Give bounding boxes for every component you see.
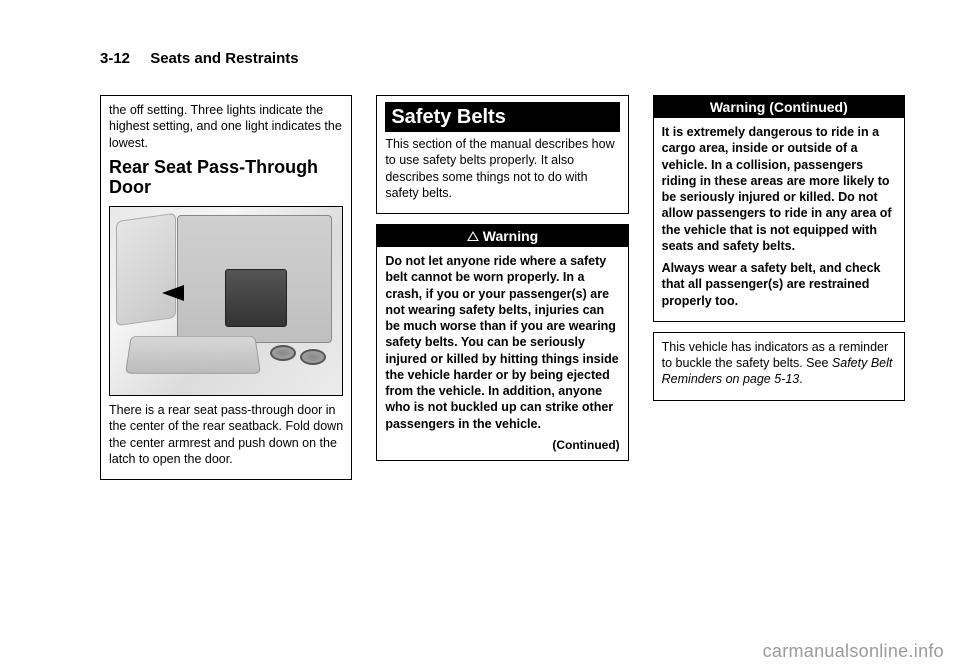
warning-continued-label: Warning (Continued) bbox=[710, 98, 848, 116]
continued-label: (Continued) bbox=[385, 438, 619, 454]
chapter-title: Seats and Restraints bbox=[150, 50, 298, 67]
reference-text: This vehicle has indicators as a reminde… bbox=[662, 339, 896, 388]
column-1: the off setting. Three lights indicate t… bbox=[100, 95, 352, 490]
safety-belts-intro: This section of the manual describes how… bbox=[385, 136, 619, 201]
watermark: carmanualsonline.info bbox=[763, 641, 944, 662]
intro-text: the off setting. Three lights indicate t… bbox=[109, 102, 343, 151]
section-heading-pass-through: Rear Seat Pass-Through Door bbox=[109, 157, 343, 198]
warning-label: Warning bbox=[483, 227, 538, 245]
warning-p1: It is extremely dangerous to ride in a c… bbox=[662, 124, 896, 254]
section-heading-safety-belts: Safety Belts bbox=[385, 102, 619, 132]
warning-box-2: Warning (Continued) It is extremely dang… bbox=[653, 95, 905, 322]
arrow-icon bbox=[162, 285, 184, 301]
warning-box-1: Warning Do not let anyone ride where a s… bbox=[376, 224, 628, 461]
intro-box: the off setting. Three lights indicate t… bbox=[100, 95, 352, 480]
column-2: Safety Belts This section of the manual … bbox=[376, 95, 628, 490]
page-header: 3-12 Seats and Restraints bbox=[100, 50, 905, 67]
column-3: Warning (Continued) It is extremely dang… bbox=[653, 95, 905, 490]
illustration-caption: There is a rear seat pass-through door i… bbox=[109, 402, 343, 467]
reference-box: This vehicle has indicators as a reminde… bbox=[653, 332, 905, 401]
warning-continued-header: Warning (Continued) bbox=[654, 96, 904, 118]
warning-body-1: Do not let anyone ride where a safety be… bbox=[385, 253, 619, 432]
page-number: 3-12 bbox=[100, 50, 130, 67]
pass-through-illustration bbox=[109, 206, 343, 396]
warning-header: Warning bbox=[377, 225, 627, 247]
safety-belts-box: Safety Belts This section of the manual … bbox=[376, 95, 628, 214]
warning-p2: Always wear a safety belt, and check tha… bbox=[662, 260, 896, 309]
warning-triangle-icon bbox=[467, 231, 479, 241]
